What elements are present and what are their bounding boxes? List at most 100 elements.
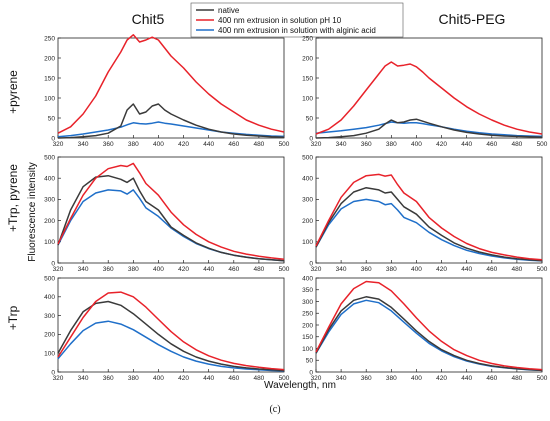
x-tick-label: 440: [461, 375, 472, 382]
x-tick-label: 400: [153, 266, 164, 273]
series-line-400-nm-extrusion-in-solution-with-alginic-acid: [57, 320, 285, 372]
y-tick-label: 50: [48, 115, 56, 122]
x-tick-label: 460: [228, 266, 239, 273]
legend-label-ph10: 400 nm extrusion in solution pH 10: [218, 16, 342, 25]
column-title-chit5-peg: Chit5-PEG: [439, 11, 506, 27]
y-tick-label: 100: [44, 351, 55, 358]
x-tick-label: 320: [53, 141, 64, 148]
row-label-pyrene: +pyrene: [6, 70, 20, 114]
y-tick-label: 500: [44, 154, 55, 161]
panel-trp-chit5peg: 320 340 360 380 400 420 440 460 480 500 0 50 100 150 2…: [302, 275, 548, 382]
series-line-400-nm-extrusion-in-solution-ph-10: [57, 34, 285, 134]
x-tick-label: 360: [361, 266, 372, 273]
plot-frame: [315, 37, 543, 139]
x-tick-label: 320: [311, 266, 322, 273]
panel-trp-pyrene-chit5peg: 320 340 360 380 400 420 440 460 480 500 0 100 200 300…: [302, 154, 548, 273]
series-line-400-nm-extrusion-in-solution-with-alginic-acid: [315, 198, 543, 262]
row-label-trp-pyrene: +Trp, pyrene: [6, 164, 20, 232]
x-tick-label: 320: [53, 266, 64, 273]
legend-label-native: native: [218, 6, 240, 15]
y-tick-label: 0: [51, 135, 55, 142]
x-tick-label: 500: [279, 375, 290, 382]
y-tick-label: 50: [306, 115, 314, 122]
x-tick-label: 500: [537, 266, 548, 273]
y-tick-label: 200: [44, 55, 55, 62]
y-tick-label: 100: [302, 239, 313, 246]
x-tick-label: 420: [178, 266, 189, 273]
y-tick-label: 150: [302, 334, 313, 341]
x-tick-label: 360: [361, 375, 372, 382]
y-tick-label: 100: [44, 239, 55, 246]
x-tick-label: 380: [128, 141, 139, 148]
y-tick-label: 0: [51, 260, 55, 267]
x-tick-label: 500: [537, 141, 548, 148]
x-tick-label: 380: [386, 266, 397, 273]
x-tick-label: 420: [178, 141, 189, 148]
x-tick-label: 400: [153, 375, 164, 382]
x-tick-label: 380: [128, 266, 139, 273]
y-tick-label: 100: [302, 95, 313, 102]
x-tick-label: 360: [103, 141, 114, 148]
row-label-trp: +Trp: [6, 305, 20, 330]
y-tick-label: 200: [302, 218, 313, 225]
panel-pyrene-chit5peg: 320 340 360 380 400 420 440 460 480 500 0 50 100 150 2…: [302, 35, 548, 148]
y-tick-label: 400: [302, 176, 313, 183]
x-tick-label: 400: [411, 141, 422, 148]
y-tick-label: 200: [302, 322, 313, 329]
panels: 320 340 360 380 400 420 440 460 480 5000501001502…: [44, 34, 548, 382]
series-line-400-nm-extrusion-in-solution-with-alginic-acid: [57, 189, 285, 262]
x-tick-label: 420: [178, 375, 189, 382]
x-tick-label: 340: [336, 141, 347, 148]
plot-frame: [315, 156, 543, 264]
x-tick-label: 360: [103, 266, 114, 273]
x-tick-label: 400: [153, 141, 164, 148]
y-tick-label: 100: [302, 346, 313, 353]
x-tick-label: 460: [228, 141, 239, 148]
x-tick-label: 480: [511, 141, 522, 148]
panel-trp-pyrene-chit5: 320 340 360 380 400 420 440 460 480 500 0 100 200 300…: [44, 154, 290, 273]
x-tick-label: 340: [78, 375, 89, 382]
y-tick-label: 400: [44, 294, 55, 301]
x-tick-label: 440: [461, 141, 472, 148]
x-tick-label: 480: [511, 375, 522, 382]
x-tick-label: 480: [511, 266, 522, 273]
plot-frame: [57, 156, 285, 264]
y-tick-label: 250: [302, 311, 313, 318]
y-tick-label: 250: [44, 35, 55, 42]
x-tick-label: 340: [78, 141, 89, 148]
legend-label-alginic: 400 nm extrusion in solution with algini…: [218, 26, 376, 35]
y-tick-label: 100: [44, 95, 55, 102]
series-line-native: [57, 103, 285, 139]
series-line-400-nm-extrusion-in-solution-ph-10: [57, 162, 285, 260]
y-tick-label: 150: [44, 75, 55, 82]
x-tick-label: 480: [253, 266, 264, 273]
y-tick-label: 150: [302, 75, 313, 82]
y-tick-label: 0: [309, 260, 313, 267]
series-line-native: [57, 300, 285, 372]
y-tick-label: 300: [44, 313, 55, 320]
y-tick-label: 0: [51, 369, 55, 376]
x-tick-label: 320: [311, 141, 322, 148]
x-tick-label: 400: [411, 375, 422, 382]
series-line-native: [315, 186, 543, 262]
x-tick-label: 440: [203, 266, 214, 273]
x-tick-label: 420: [436, 141, 447, 148]
series-line-native: [315, 296, 543, 372]
y-tick-label: 200: [44, 218, 55, 225]
y-tick-label: 300: [302, 299, 313, 306]
x-tick-label: 500: [537, 375, 548, 382]
y-tick-label: 400: [302, 275, 313, 282]
x-tick-label: 380: [128, 375, 139, 382]
x-tick-label: 500: [279, 141, 290, 148]
series-line-400-nm-extrusion-in-solution-ph-10: [315, 61, 543, 135]
x-tick-label: 440: [203, 375, 214, 382]
series-line-400-nm-extrusion-in-solution-with-alginic-acid: [57, 121, 285, 138]
x-tick-label: 380: [386, 375, 397, 382]
panel-pyrene-chit5: 320 340 360 380 400 420 440 460 480 500 0 50 100 150 2…: [44, 34, 290, 148]
x-tick-label: 360: [361, 141, 372, 148]
x-tick-label: 380: [386, 141, 397, 148]
y-tick-label: 200: [44, 332, 55, 339]
y-tick-label: 350: [302, 287, 313, 294]
legend: native 400 nm extrusion in solution pH 1…: [190, 2, 404, 38]
panel-trp-chit5: 320 340 360 380 400 420 440 460 480 500 0 100 200 300…: [44, 275, 290, 382]
